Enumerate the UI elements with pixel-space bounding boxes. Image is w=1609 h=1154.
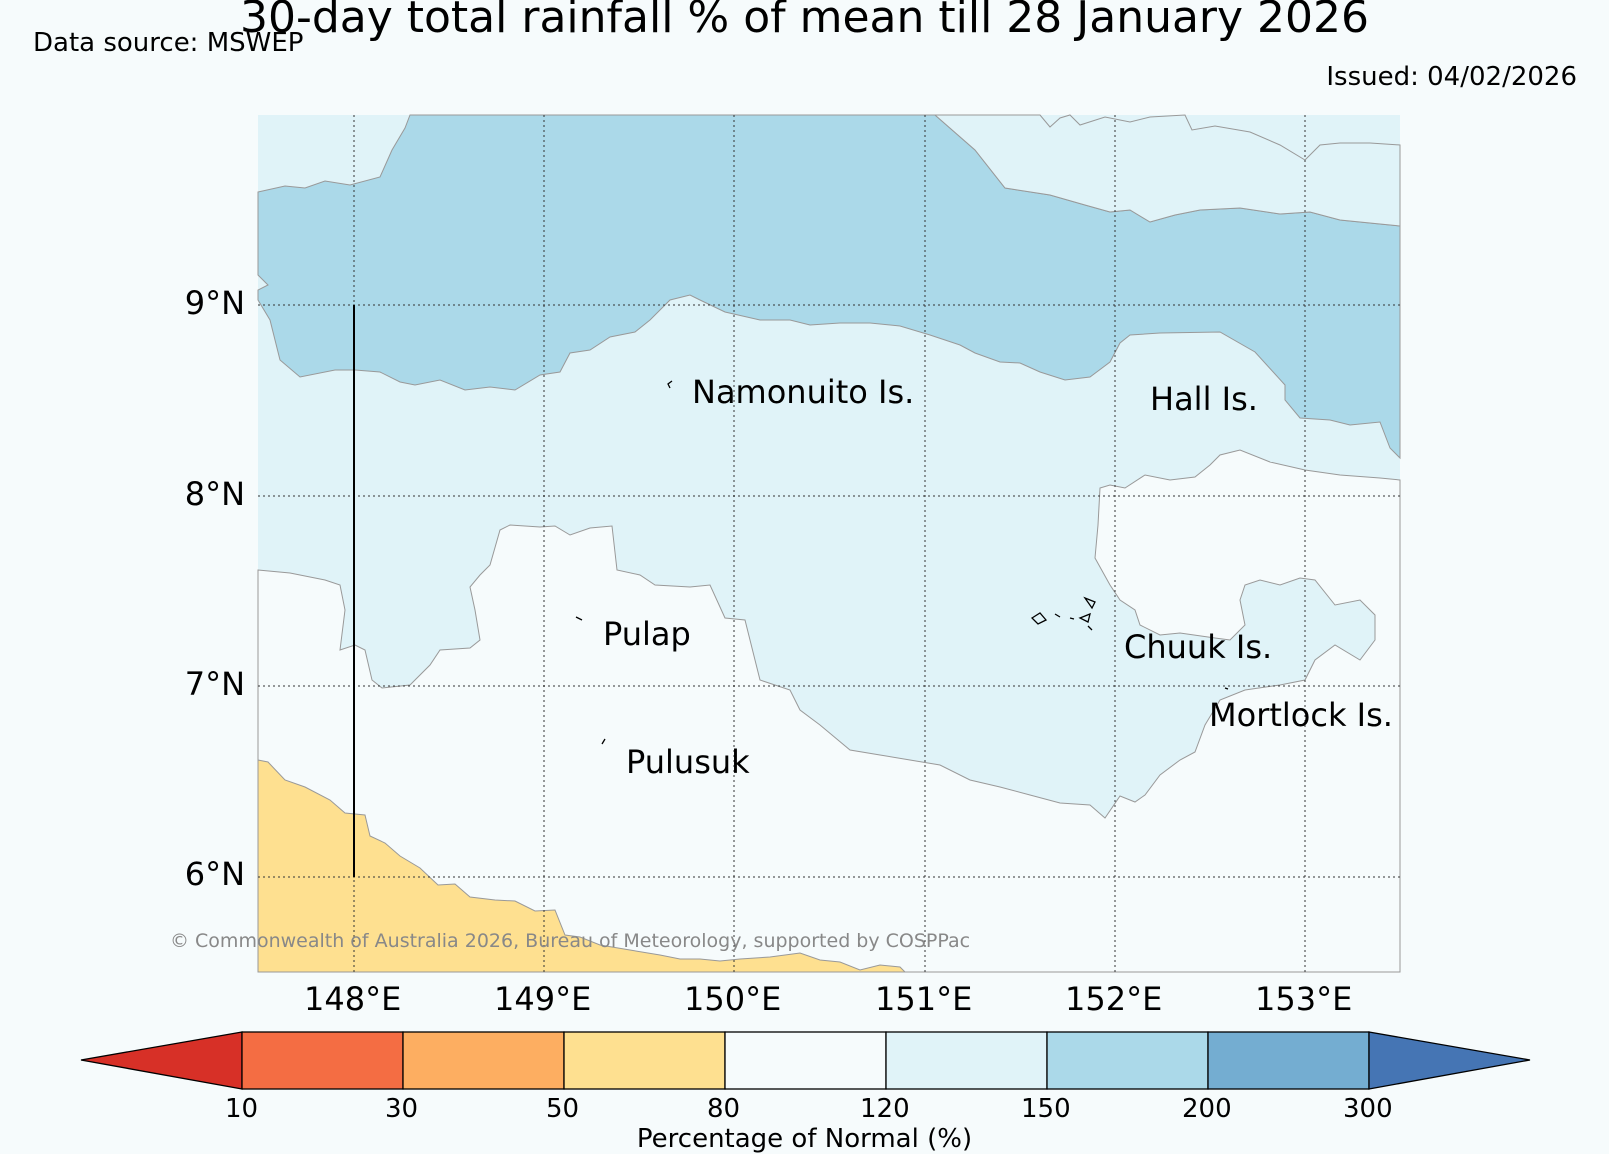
colorbar-label: Percentage of Normal (%) <box>636 1124 973 1154</box>
island-markers <box>575 380 1229 745</box>
colorbar-tick-label: 120 <box>860 1094 910 1124</box>
colorbar-tick-label: 10 <box>225 1094 259 1124</box>
lat-tick-label: 7°N <box>184 665 245 703</box>
colorbar-tick-label: 150 <box>1021 1094 1071 1124</box>
place-label: Mortlock Is. <box>1209 696 1393 734</box>
mortlock-island-icon <box>1224 687 1229 690</box>
colorbar <box>80 1031 1531 1090</box>
namonuito-island-icon <box>667 380 673 389</box>
colorbar-segment-30-50 <box>402 1031 565 1090</box>
issued-date-label: Issued: 04/02/2026 <box>1326 62 1577 92</box>
lon-tick-label: 149°E <box>494 980 592 1018</box>
place-label: Pulusuk <box>626 743 750 781</box>
graticule <box>258 115 1400 972</box>
data-source-label: Data source: MSWEP <box>33 28 304 58</box>
lat-tick-label: 8°N <box>184 475 245 513</box>
lon-tick-label: 152°E <box>1065 980 1163 1018</box>
lon-tick-label: 148°E <box>304 980 402 1018</box>
colorbar-segment-200-300 <box>1207 1031 1370 1090</box>
colorbar-segment-below-10 <box>80 1031 243 1090</box>
colorbar-segment-150-200 <box>1046 1031 1209 1090</box>
colorbar-tick-label: 50 <box>546 1094 580 1124</box>
lat-tick-label: 9°N <box>184 284 245 322</box>
colorbar-segment-120-150 <box>885 1031 1048 1090</box>
place-label: Namonuito Is. <box>692 373 915 411</box>
colorbar-segment-10-30 <box>241 1031 404 1090</box>
place-label: Pulap <box>603 615 691 653</box>
lon-tick-label: 150°E <box>684 980 782 1018</box>
colorbar-segment-above-300 <box>1368 1031 1531 1090</box>
colorbar-tick-label: 30 <box>385 1094 419 1124</box>
colorbar-segment-80-120 <box>724 1031 887 1090</box>
place-label: Chuuk Is. <box>1124 628 1273 666</box>
rain-region-50-80 <box>257 759 907 973</box>
colorbar-tick-label: 80 <box>707 1094 741 1124</box>
colorbar-tick-label: 200 <box>1182 1094 1232 1124</box>
colorbar-segment-50-80 <box>563 1031 726 1090</box>
chuuk-island-icon <box>1030 596 1096 631</box>
colorbar-tick-label: 300 <box>1343 1094 1393 1124</box>
map-title: 30-day total rainfall % of mean till 28 … <box>239 0 1370 43</box>
rain-region-120-150-top <box>933 114 1401 227</box>
copyright-notice: © Commonwealth of Australia 2026, Bureau… <box>170 930 971 952</box>
lon-tick-label: 153°E <box>1255 980 1353 1018</box>
place-label: Hall Is. <box>1150 380 1258 418</box>
pulusuk-island-icon <box>601 738 606 745</box>
lat-tick-label: 6°N <box>184 855 245 893</box>
lon-tick-label: 151°E <box>875 980 973 1018</box>
pulap-island-icon <box>575 616 583 621</box>
